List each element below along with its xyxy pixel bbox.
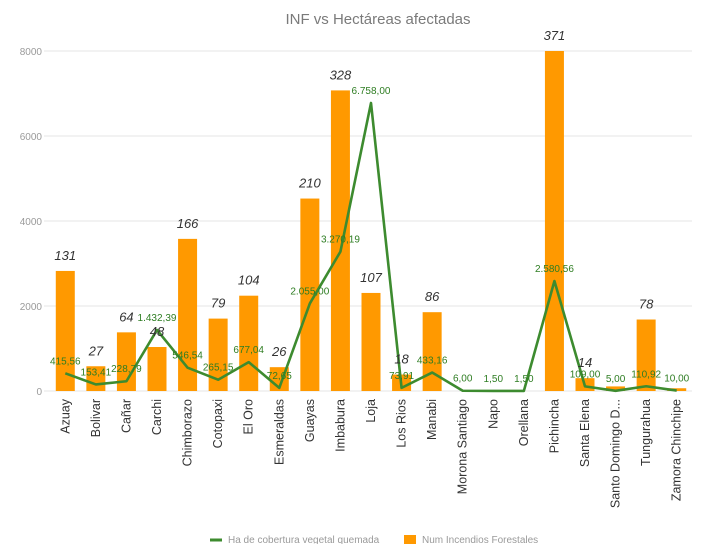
x-tick-label: Azuay bbox=[58, 398, 72, 433]
bar-value-label: 131 bbox=[54, 248, 76, 263]
bar bbox=[636, 319, 656, 391]
line-value-label: 433,16 bbox=[417, 356, 448, 367]
bar-value-label: 107 bbox=[360, 270, 382, 285]
line-value-label: 546,54 bbox=[172, 351, 203, 362]
x-tick-label: Cañar bbox=[119, 399, 133, 433]
chart-title: INF vs Hectáreas afectadas bbox=[285, 11, 470, 28]
bar-value-label: 64 bbox=[119, 309, 133, 324]
bar-value-label: 371 bbox=[544, 28, 566, 43]
x-tick-label: Morona Santiago bbox=[456, 399, 470, 494]
bar bbox=[116, 332, 136, 391]
bar bbox=[606, 386, 626, 391]
line-value-label: 72,65 bbox=[267, 371, 292, 382]
bar bbox=[300, 198, 320, 391]
labels-layer: 131 27 64 48 166 79 104 26 210 328 107 18 86 371 14 78 4… bbox=[50, 28, 690, 385]
bar-value-label: 27 bbox=[88, 343, 104, 358]
bar-value-label: 166 bbox=[177, 216, 199, 231]
y-tick-label: 6000 bbox=[20, 132, 43, 143]
line-value-label: 109,00 bbox=[570, 369, 601, 380]
bar-value-label: 78 bbox=[639, 297, 654, 312]
x-tick-label: Imbabura bbox=[333, 399, 347, 452]
line-value-label: 415,56 bbox=[50, 356, 81, 367]
legend-bar-swatch bbox=[404, 535, 416, 544]
x-tick-label: Esmeraldas bbox=[272, 399, 286, 465]
line-value-label: 3.270,19 bbox=[321, 235, 360, 246]
line-value-label: 228,79 bbox=[111, 364, 142, 375]
line-value-label: 6.758,00 bbox=[352, 86, 391, 97]
line-series bbox=[64, 101, 677, 393]
bar-value-label: 14 bbox=[578, 355, 592, 370]
line-value-label: 265,15 bbox=[203, 363, 234, 374]
x-tick-label: Santo Domingo D... bbox=[609, 399, 623, 508]
grid-layer: 0 2000 4000 6000 8000 bbox=[20, 47, 692, 398]
bar-value-label: 210 bbox=[298, 176, 321, 191]
bar-value-label: 26 bbox=[271, 344, 287, 359]
line-value-label: 110,92 bbox=[631, 369, 661, 380]
bar-value-label: 79 bbox=[211, 296, 225, 311]
line-layer bbox=[64, 101, 677, 393]
x-tick-label: Napo bbox=[486, 399, 500, 429]
legend-bar-label: Num Incendios Forestales bbox=[422, 535, 538, 544]
line-value-label: 1,50 bbox=[514, 374, 534, 385]
line-value-label: 2.055,00 bbox=[290, 286, 329, 297]
bar bbox=[147, 347, 167, 391]
line-value-label: 1,50 bbox=[484, 374, 504, 385]
line-value-label: 677,04 bbox=[233, 345, 264, 356]
y-tick-label: 2000 bbox=[20, 302, 43, 313]
legend: Ha de cobertura vegetal quemada Num Incen… bbox=[210, 535, 538, 544]
bar bbox=[208, 318, 228, 391]
y-tick-label: 0 bbox=[36, 387, 42, 398]
bar bbox=[55, 270, 75, 391]
x-tick-label: Orellana bbox=[517, 399, 531, 446]
line-value-label: 2.580,56 bbox=[535, 264, 574, 275]
bar bbox=[361, 292, 381, 391]
line-value-label: 6,00 bbox=[453, 374, 473, 385]
bar-value-label: 48 bbox=[150, 324, 165, 339]
x-tick-label: Chimborazo bbox=[181, 399, 195, 466]
line-value-label: 5,00 bbox=[606, 374, 626, 385]
x-tick-label: Cotopaxi bbox=[211, 399, 225, 448]
bar bbox=[178, 238, 198, 391]
x-tick-label: Tungurahua bbox=[639, 399, 653, 466]
bar bbox=[330, 90, 350, 391]
x-tick-label: Loja bbox=[364, 399, 378, 423]
line-value-label: 73,91 bbox=[389, 371, 414, 382]
line-value-label: 153,41 bbox=[81, 367, 112, 378]
line-value-label: 10,00 bbox=[664, 374, 689, 385]
bar bbox=[544, 51, 564, 391]
x-axis-ticks: Azuay Bolivar Cañar Carchi Chimborazo Cotopax… bbox=[58, 398, 683, 508]
bar-value-label: 104 bbox=[238, 273, 260, 288]
x-tick-label: Manabi bbox=[425, 399, 439, 440]
x-tick-label: Santa Elena bbox=[578, 399, 592, 467]
x-tick-label: Bolivar bbox=[89, 399, 103, 437]
bar-value-label: 18 bbox=[394, 352, 409, 367]
x-tick-label: Zamora Chinchipe bbox=[670, 399, 684, 501]
x-tick-label: Los Rios bbox=[395, 399, 409, 448]
x-tick-label: Pichincha bbox=[547, 399, 561, 453]
x-tick-label: Carchi bbox=[150, 399, 164, 435]
y-tick-label: 4000 bbox=[20, 217, 43, 228]
line-value-label: 1.432,39 bbox=[138, 313, 177, 324]
y-tick-label: 8000 bbox=[20, 47, 43, 58]
legend-line-label: Ha de cobertura vegetal quemada bbox=[228, 535, 380, 544]
x-tick-label: Guayas bbox=[303, 399, 317, 442]
x-tick-label: El Oro bbox=[242, 399, 256, 434]
bar-value-label: 86 bbox=[425, 289, 440, 304]
bar-value-label: 328 bbox=[330, 67, 352, 82]
bar bbox=[239, 295, 259, 391]
bars-layer bbox=[55, 51, 687, 391]
bar bbox=[422, 312, 442, 391]
